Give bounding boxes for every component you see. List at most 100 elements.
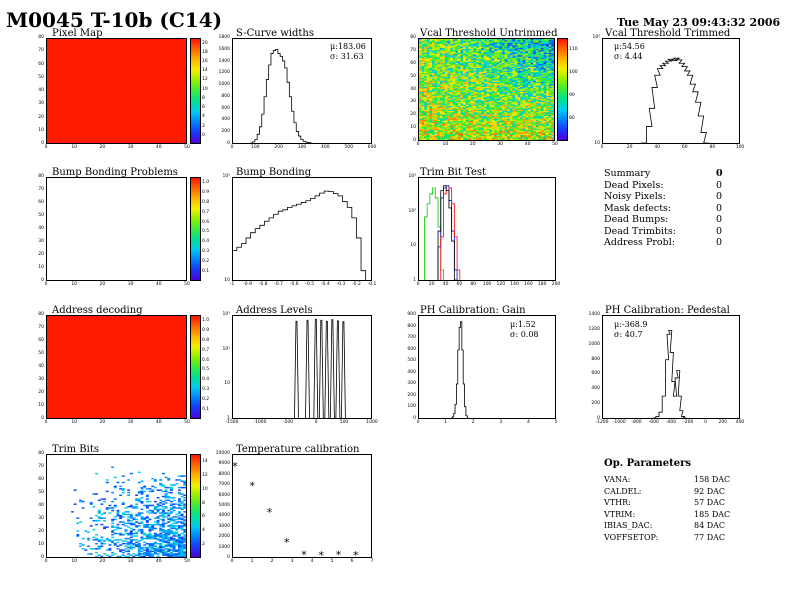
heatmap-cell	[437, 61, 441, 64]
heatmap-cell	[538, 114, 542, 117]
heatmap-cell	[476, 114, 480, 117]
heatmap-cell	[515, 79, 518, 81]
heatmap-cell	[502, 70, 505, 73]
heatmap-cell	[528, 131, 531, 133]
heatmap-cell	[161, 512, 165, 514]
heatmap-cell	[447, 126, 451, 128]
heatmap-cell	[517, 136, 521, 138]
heatmap-cell	[473, 79, 477, 81]
heatmap-cell	[437, 114, 441, 117]
heatmap-cell	[172, 550, 176, 553]
heatmap-cell	[528, 88, 531, 90]
heatmap-cell	[460, 110, 464, 113]
heatmap-cell	[494, 124, 498, 127]
heatmap-cell	[478, 47, 482, 50]
heatmap-cell	[452, 116, 456, 118]
heatmap-cell	[483, 85, 487, 88]
heatmap-cell	[444, 76, 448, 79]
heatmap-cell	[424, 131, 428, 133]
heatmap-cell	[483, 86, 487, 89]
heatmap-cell	[129, 514, 133, 517]
heatmap-cell	[507, 41, 511, 44]
heatmap-cell	[444, 114, 448, 117]
heatmap-cell	[478, 126, 482, 128]
heatmap-cell	[468, 100, 472, 103]
heatmap-cell	[515, 64, 518, 66]
heatmap-cell	[153, 537, 157, 540]
heatmap-cell	[153, 527, 157, 530]
heatmap-cell	[535, 88, 539, 90]
heatmap-cell	[161, 536, 165, 539]
heatmap-cell	[496, 60, 500, 63]
heatmap-cell	[517, 61, 521, 64]
heatmap-cell	[499, 93, 503, 95]
heatmap-cell	[473, 131, 477, 133]
heatmap-cell	[153, 507, 157, 509]
heatmap-cell	[444, 47, 448, 50]
heatmap-cell	[483, 123, 487, 126]
heatmap-cell	[491, 69, 495, 71]
heatmap-cell	[127, 479, 131, 481]
heatmap-cell	[512, 66, 516, 69]
heatmap-cell	[478, 68, 482, 70]
heatmap-cell	[151, 535, 155, 537]
heatmap-cell	[172, 541, 176, 544]
heatmap-cell	[450, 78, 454, 80]
heatmap-cell	[483, 57, 487, 60]
heatmap-cell	[507, 112, 511, 114]
heatmap-cell	[434, 68, 438, 70]
heatmap-cell	[486, 118, 490, 121]
heatmap-cell	[424, 75, 428, 78]
heatmap-cell	[434, 93, 438, 95]
heatmap-cell	[535, 93, 539, 95]
heatmap-cell	[528, 71, 531, 74]
heatmap-cell	[535, 134, 539, 137]
heatmap-cell	[455, 57, 459, 60]
heatmap-cell	[543, 83, 547, 85]
heatmap-cell	[499, 132, 503, 134]
heatmap-cell	[530, 93, 534, 95]
heatmap-cell	[121, 503, 125, 505]
heatmap-cell	[463, 61, 467, 64]
heatmap-cell	[455, 40, 459, 42]
heatmap-cell	[481, 90, 485, 93]
pixel-map-svg	[47, 39, 186, 143]
heatmap-cell	[426, 83, 430, 85]
heatmap-cell	[509, 99, 513, 102]
heatmap-cell	[543, 84, 547, 87]
heatmap-cell	[177, 500, 181, 503]
heatmap-cell	[447, 44, 451, 46]
heatmap-cell	[476, 107, 480, 109]
heatmap-cell	[486, 59, 490, 61]
heatmap-cell	[530, 98, 534, 100]
heatmap-cell	[525, 86, 529, 89]
heatmap-cell	[509, 119, 513, 122]
heatmap-cell	[429, 50, 433, 52]
heatmap-cell	[437, 50, 441, 52]
heatmap-cell	[424, 102, 428, 104]
heatmap-cell	[533, 86, 537, 89]
heatmap-cell	[476, 117, 480, 119]
heatmap-cell	[452, 128, 456, 131]
heatmap-cell	[499, 65, 503, 68]
heatmap-cell	[444, 71, 448, 74]
heatmap-cell	[476, 113, 480, 116]
heatmap-cell	[486, 62, 490, 65]
heatmap-cell	[159, 548, 163, 550]
heatmap-cell	[421, 83, 425, 85]
heatmap-cell	[167, 536, 171, 539]
heatmap-cell	[486, 76, 490, 79]
heatmap-cell	[509, 93, 513, 95]
heatmap-cell	[470, 70, 474, 73]
heatmap-cell	[465, 69, 469, 71]
heatmap-cell	[470, 89, 474, 92]
heatmap-cell	[444, 137, 448, 140]
heatmap-cell	[491, 44, 495, 46]
heatmap-cell	[167, 553, 171, 555]
heatmap-cell	[489, 99, 492, 102]
heatmap-cell	[483, 100, 487, 103]
summary-row: Dead Pixels: 0	[604, 180, 723, 192]
heatmap-cell	[538, 68, 542, 70]
heatmap-cell	[434, 107, 438, 109]
heatmap-cell	[509, 41, 513, 44]
